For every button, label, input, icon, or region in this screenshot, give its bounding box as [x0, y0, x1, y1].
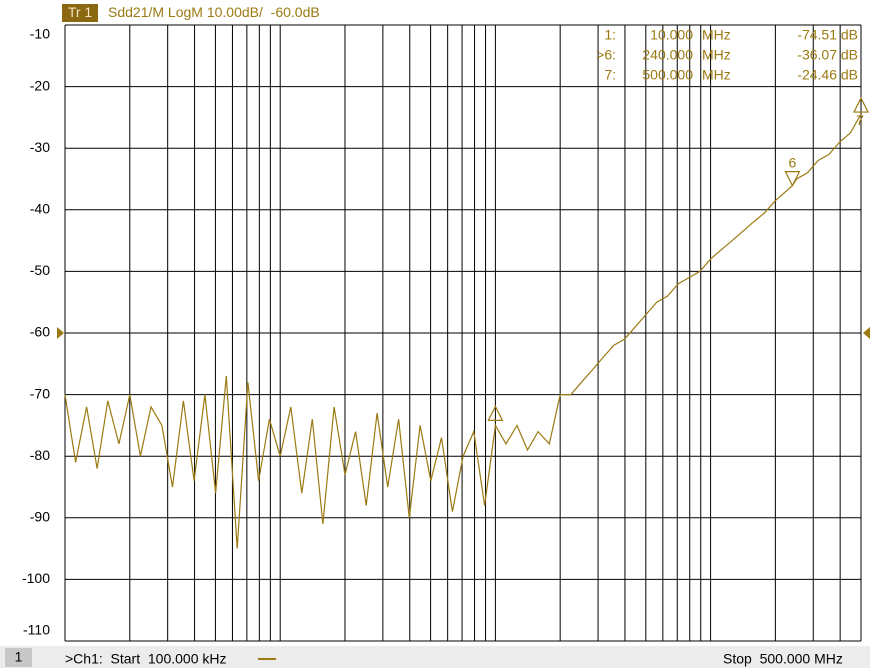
start-label: >Ch1: Start 100.000 kHz — [65, 651, 226, 667]
marker-frequency: 500.000 — [642, 67, 693, 83]
status-bar — [0, 646, 870, 668]
marker-number: 6 — [789, 154, 797, 170]
trace-label: Tr 1 — [68, 4, 93, 20]
marker-value: -36.07 dB — [797, 47, 858, 63]
y-tick-label: -50 — [30, 262, 50, 278]
y-tick-label: -80 — [30, 447, 50, 463]
y-tick-label: -70 — [30, 385, 50, 401]
y-tick-label: -110 — [23, 622, 50, 638]
trace — [64, 113, 862, 549]
channel-box — [5, 648, 32, 667]
y-tick-label: -30 — [30, 139, 50, 155]
marker-frequency: 240.000 — [642, 47, 693, 63]
marker-label: >6: — [596, 47, 616, 63]
marker-value: -24.46 dB — [797, 67, 858, 83]
channel-number: 1 — [15, 649, 23, 665]
reference-marker — [863, 327, 870, 339]
marker-frequency: 10.000 — [650, 27, 693, 43]
y-tick-label: -40 — [30, 201, 50, 217]
trace-badge — [62, 4, 98, 22]
marker-value: -74.51 dB — [797, 27, 858, 43]
marker-number: 7 — [856, 112, 864, 128]
marker-unit: MHz — [702, 27, 731, 43]
marker-triangle — [784, 170, 801, 187]
marker-triangle — [487, 405, 504, 421]
marker-triangle — [853, 96, 869, 113]
y-tick-label: -100 — [22, 570, 50, 586]
marker-label: 1: — [604, 27, 616, 43]
y-tick-label: -90 — [30, 509, 50, 525]
y-tick-label: -60 — [30, 324, 50, 340]
marker-unit: MHz — [702, 67, 731, 83]
marker-label: 7: — [604, 67, 616, 83]
stop-label: Stop 500.000 MHz — [723, 651, 843, 667]
marker-unit: MHz — [702, 47, 731, 63]
reference-marker — [57, 327, 64, 339]
y-tick-label: -20 — [30, 77, 50, 93]
trace-settings: Sdd21/M LogM 10.00dB/ -60.0dB — [108, 4, 320, 20]
y-tick-label: -10 — [30, 26, 50, 42]
